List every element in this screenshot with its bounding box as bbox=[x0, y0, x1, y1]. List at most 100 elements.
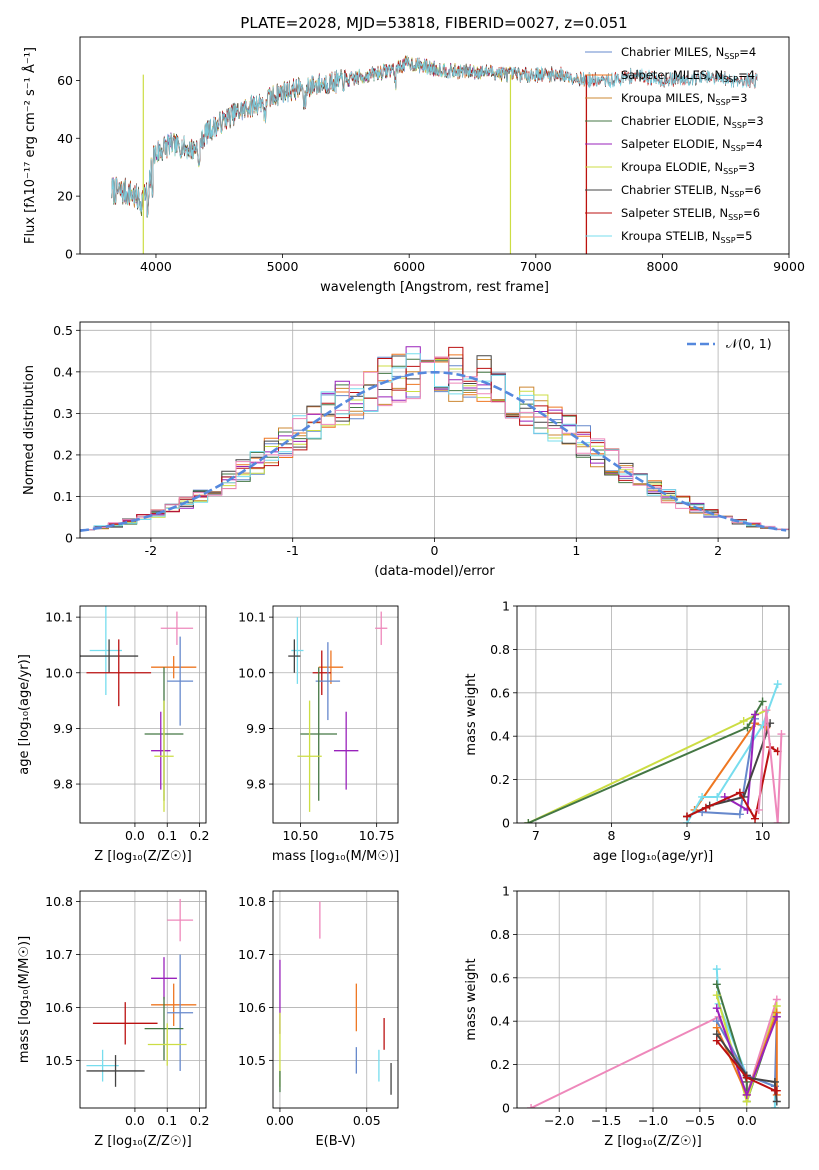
weight-marker bbox=[713, 792, 722, 801]
x-axis-label: Z [log₁₀(Z/Z☉)] bbox=[604, 1134, 701, 1149]
legend-label: Chabrier ELODIE, NSSP=3 bbox=[621, 114, 764, 130]
x-axis-label: age [log₁₀(age/yr)] bbox=[593, 849, 714, 864]
y-tick-label: 0.8 bbox=[490, 642, 510, 657]
y-tick-label: 0.4 bbox=[490, 1014, 510, 1029]
axes-mass_vs_ebv: 0.00 0.05 10.5 10.6 10.7 10.8 E(B-V) bbox=[238, 890, 399, 1149]
plot-area-spectrum bbox=[111, 55, 758, 254]
y-axis-label: mass [log₁₀(M/M☉)] bbox=[17, 936, 32, 1063]
errorbar-point bbox=[151, 656, 197, 679]
y-tick-label: 0.6 bbox=[490, 685, 510, 700]
y-tick-label: 0.3 bbox=[53, 406, 73, 421]
y-axis-label: Flux [fλ10⁻¹⁷ erg cm⁻² s⁻¹ Å⁻¹] bbox=[22, 47, 38, 244]
x-tick-label: 0.0 bbox=[125, 1113, 145, 1128]
x-tick-label: 1 bbox=[572, 543, 580, 558]
weight-marker bbox=[712, 1004, 721, 1013]
x-tick-label: 0 bbox=[431, 543, 439, 558]
weight-marker bbox=[735, 810, 744, 819]
y-tick-label: 40 bbox=[57, 131, 73, 146]
weight-marker bbox=[712, 1036, 721, 1045]
axes-mass_vs_Z: 0.0 0.1 0.2 10.5 10.6 10.7 10.8 Z [log₁₀(Z/Z☉)]… bbox=[17, 890, 209, 1149]
y-tick-label: 10.7 bbox=[238, 947, 266, 962]
y-tick-label: 0.2 bbox=[53, 447, 73, 462]
plot-area-massweight_vs_age bbox=[524, 680, 786, 823]
weight-marker bbox=[772, 1097, 781, 1106]
legend-label: Salpeter STELIB, NSSP=6 bbox=[621, 206, 760, 222]
legend-label: Kroupa STELIB, NSSP=5 bbox=[621, 229, 752, 245]
axes-age_vs_Z: 0.0 0.1 0.2 9.8 9.9 10.0 10.1 Z [log₁₀(Z/Z☉)] ag… bbox=[17, 605, 209, 864]
errorbar-point bbox=[333, 711, 359, 790]
weight-series-line bbox=[527, 709, 767, 823]
errorbar-point bbox=[160, 611, 194, 645]
errorbar-point bbox=[154, 700, 174, 812]
x-tick-label: 6000 bbox=[393, 259, 425, 274]
weight-marker bbox=[773, 819, 782, 823]
legend-label: Salpeter MILES, NSSP=4 bbox=[621, 68, 755, 84]
plot-area-massweight_vs_Z bbox=[527, 965, 781, 1108]
weight-marker bbox=[772, 1086, 781, 1095]
y-tick-label: 0.2 bbox=[490, 772, 510, 787]
x-tick-label: 7 bbox=[532, 828, 540, 843]
plot-area-mass_vs_Z bbox=[86, 898, 197, 1087]
errorbar-point bbox=[92, 1002, 158, 1045]
y-tick-label: 0.5 bbox=[53, 323, 73, 338]
weight-marker bbox=[772, 1012, 781, 1021]
weight-marker bbox=[712, 965, 721, 974]
legend-label: Chabrier STELIB, NSSP=6 bbox=[621, 183, 761, 199]
weight-marker bbox=[735, 788, 744, 797]
errorbar-point bbox=[167, 954, 194, 1071]
weight-marker bbox=[524, 819, 533, 823]
weight-marker bbox=[770, 1077, 779, 1086]
y-tick-label: 10.0 bbox=[45, 665, 73, 680]
weight-marker bbox=[742, 1073, 751, 1082]
y-tick-label: 10.1 bbox=[238, 610, 266, 625]
histogram-series bbox=[80, 353, 789, 538]
axes-frame bbox=[272, 890, 399, 1109]
plot-area-age_vs_Z bbox=[80, 606, 197, 812]
weight-marker bbox=[698, 792, 707, 801]
weight-marker bbox=[762, 706, 771, 715]
weight-marker bbox=[773, 680, 782, 689]
x-tick-label: −1.5 bbox=[591, 1113, 621, 1128]
weight-marker bbox=[712, 980, 721, 989]
y-tick-label: 0.8 bbox=[490, 927, 510, 942]
y-axis-label: mass weight bbox=[464, 673, 479, 755]
axes-age_vs_mass: 10.50 10.75 9.8 9.9 10.0 10.1 mass [log₁₀(M/M☉… bbox=[238, 605, 399, 864]
plot-area-mass_vs_ebv bbox=[279, 901, 392, 1095]
x-tick-label: 0.00 bbox=[266, 1113, 294, 1128]
x-tick-label: 10.50 bbox=[283, 828, 319, 843]
x-tick-label: 0.05 bbox=[353, 1113, 381, 1128]
y-tick-label: 0.2 bbox=[490, 1057, 510, 1072]
x-tick-label: 8 bbox=[607, 828, 615, 843]
errorbar-point bbox=[375, 611, 388, 645]
x-tick-label: 2 bbox=[714, 543, 722, 558]
y-tick-label: 10.7 bbox=[45, 947, 73, 962]
figure-title: PLATE=2028, MJD=53818, FIBERID=0027, z=0… bbox=[240, 14, 627, 32]
y-tick-label: 10.8 bbox=[45, 894, 73, 909]
x-axis-label: Z [log₁₀(Z/Z☉)] bbox=[94, 1134, 191, 1149]
errorbar-point bbox=[86, 1055, 145, 1087]
errorbar-point bbox=[86, 1049, 119, 1082]
x-axis-label: mass [log₁₀(M/M☉)] bbox=[272, 849, 399, 864]
axes-frame bbox=[516, 890, 790, 1109]
weight-marker bbox=[527, 1104, 536, 1108]
legend-label: Chabrier MILES, NSSP=4 bbox=[621, 45, 756, 61]
errorbar-point bbox=[288, 639, 301, 673]
weight-marker bbox=[758, 697, 767, 706]
legend-label: Kroupa MILES, NSSP=3 bbox=[621, 91, 747, 107]
y-tick-label: 10.5 bbox=[45, 1053, 73, 1068]
x-tick-label: 9 bbox=[683, 828, 691, 843]
y-tick-label: 0.1 bbox=[53, 489, 73, 504]
errorbar-point bbox=[291, 617, 304, 684]
plot-area-age_vs_mass bbox=[288, 611, 388, 812]
x-tick-label: −1.0 bbox=[638, 1113, 668, 1128]
weight-marker bbox=[777, 730, 786, 739]
x-axis-label: wavelength [Angstrom, rest frame] bbox=[320, 280, 549, 295]
x-tick-label: −2.0 bbox=[544, 1113, 574, 1128]
y-tick-label: 10.6 bbox=[238, 1000, 266, 1015]
weight-marker bbox=[751, 814, 759, 823]
y-tick-label: 1 bbox=[502, 884, 510, 899]
plot-area-residuals bbox=[80, 346, 789, 538]
x-tick-label: −0.5 bbox=[685, 1113, 715, 1128]
errorbar-point bbox=[300, 667, 338, 801]
